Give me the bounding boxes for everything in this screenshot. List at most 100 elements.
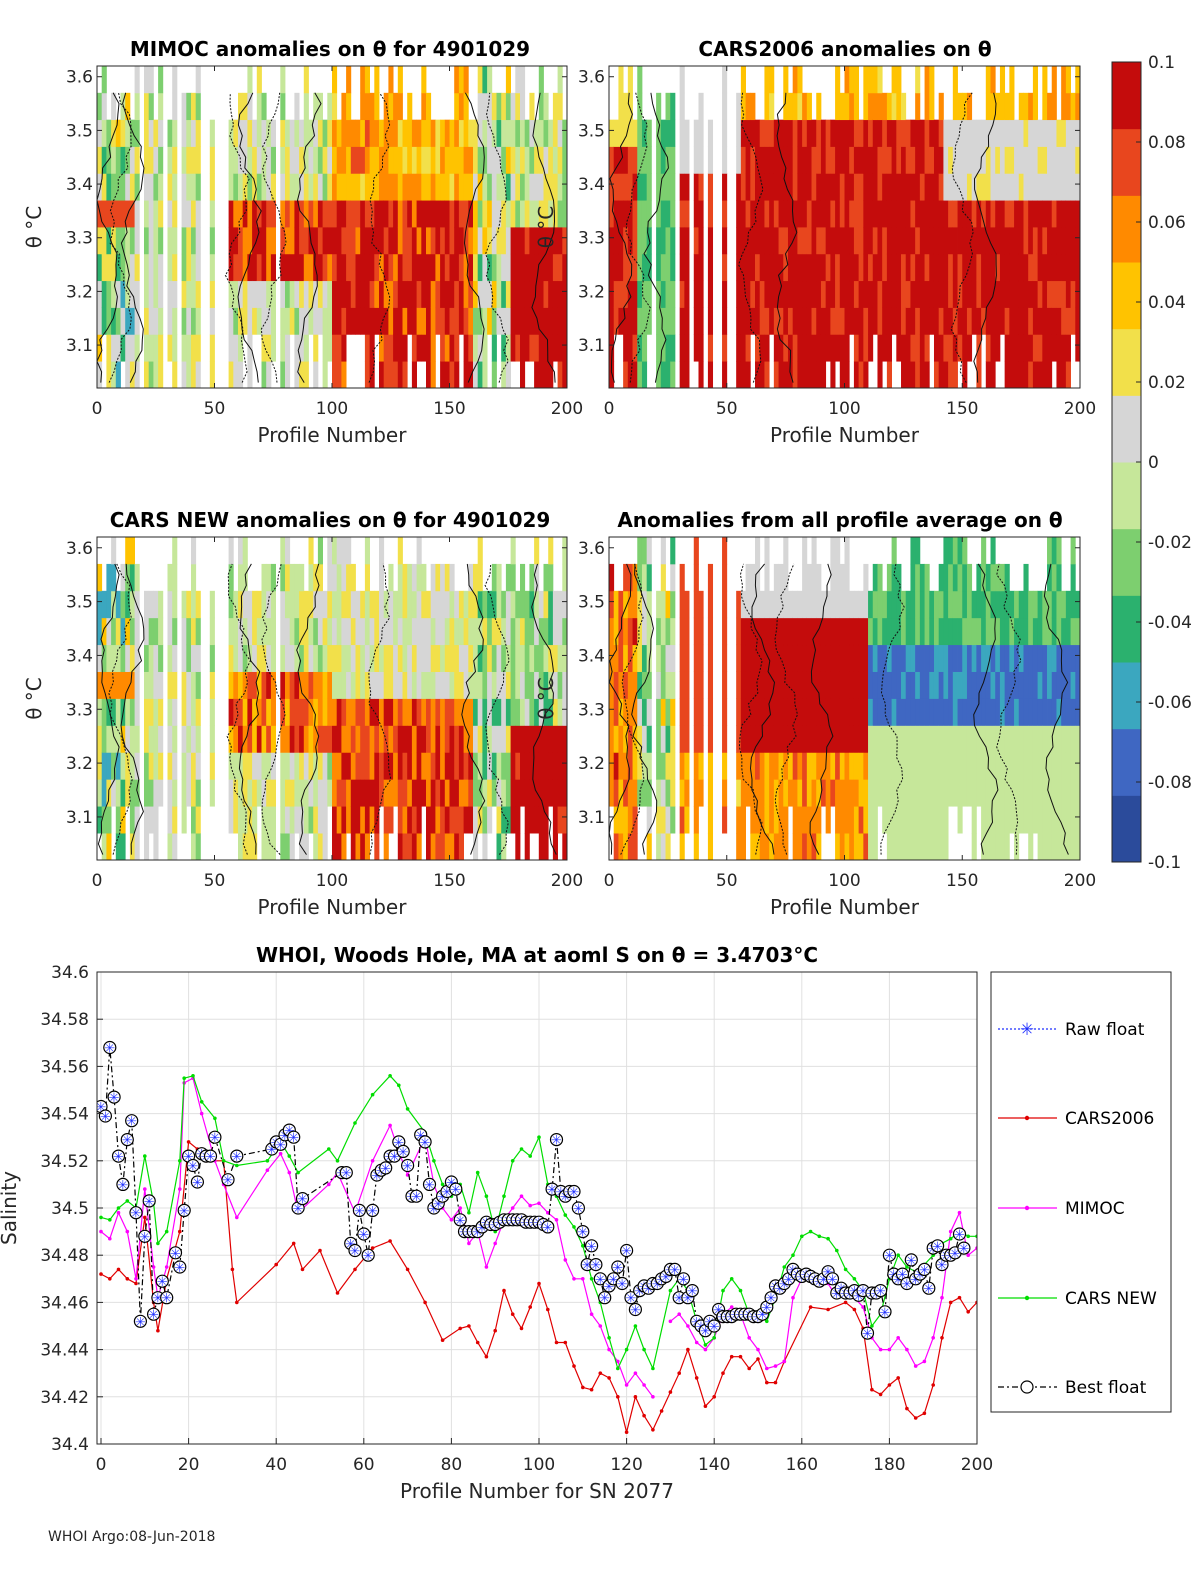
data-point: [756, 1357, 760, 1361]
heatmap-cell: [627, 725, 633, 753]
heatmap-cell: [129, 617, 135, 646]
heatmap-cell: [125, 698, 131, 726]
heatmap-cell: [830, 752, 836, 780]
heatmap-cell: [270, 590, 276, 619]
raw-float-point: ✳: [131, 1207, 142, 1222]
heatmap-cell: [167, 334, 173, 362]
heatmap-cell: [736, 644, 742, 672]
heatmap-cell: [641, 563, 648, 592]
heatmap-cell: [995, 119, 1001, 147]
raw-float-point: ✳: [135, 1315, 146, 1330]
heatmap-cell: [238, 833, 244, 861]
heatmap-cell: [407, 590, 413, 619]
heatmap-cell: [1042, 779, 1048, 807]
heatmap-cell: [835, 537, 841, 565]
heatmap-cell: [153, 334, 159, 362]
best-float-point: [287, 1130, 301, 1144]
heatmap-cell: [933, 644, 940, 672]
heatmap-cell: [473, 617, 479, 646]
heatmap-cell: [919, 590, 925, 619]
heatmap-cell: [153, 307, 159, 335]
heatmap-cell: [609, 119, 615, 147]
heatmap-cell: [557, 725, 563, 753]
heatmap-cell: [679, 698, 685, 726]
heatmap-cell: [280, 698, 286, 726]
heatmap-cell: [501, 644, 507, 672]
heatmap-cell: [557, 200, 563, 228]
heatmap-cell: [242, 617, 248, 646]
data-point: [651, 1428, 655, 1432]
heatmap-cell: [896, 307, 902, 335]
heatmap-cell: [1051, 119, 1057, 147]
heatmap-cell: [491, 671, 497, 699]
heatmap-cell: [740, 698, 746, 726]
legend-entry-best-float: Best float: [998, 1378, 1147, 1398]
heatmap-cell: [693, 725, 699, 753]
heatmap-cell: [228, 361, 234, 389]
heatmap-cell: [792, 334, 798, 362]
heatmap-cell: [369, 200, 375, 228]
heatmap-cell: [816, 698, 822, 726]
heatmap-cell: [905, 590, 911, 619]
heatmap-cell: [416, 537, 422, 565]
heatmap-cell: [966, 779, 973, 807]
data-point: [931, 1383, 935, 1387]
heatmap-cell: [755, 698, 761, 726]
heatmap-cell: [1061, 119, 1067, 147]
heatmap-cell: [261, 698, 267, 726]
heatmap-cell: [1056, 590, 1062, 619]
heatmap-cell: [924, 253, 930, 282]
heatmap-cell: [769, 280, 775, 308]
heatmap-cell: [515, 200, 521, 228]
heatmap-cell: [247, 92, 253, 121]
heatmap-cell: [783, 361, 789, 389]
heatmap-cell: [778, 280, 784, 308]
heatmap-cell: [524, 833, 530, 861]
data-point: [164, 1229, 169, 1234]
colorbar-label: -0.08: [1148, 773, 1192, 793]
heatmap-cell: [172, 253, 178, 282]
heatmap-cell: [388, 66, 394, 94]
heatmap-cell: [1032, 280, 1039, 308]
heatmap-cell: [792, 280, 798, 308]
heatmap-cell: [999, 119, 1006, 147]
heatmap-cell: [844, 66, 850, 94]
heatmap-cell: [411, 833, 417, 861]
data-point: [475, 1170, 480, 1175]
heatmap-cell: [684, 725, 690, 753]
heatmap-cell: [463, 200, 469, 228]
heatmap-cell: [853, 146, 860, 174]
heatmap-cell: [449, 590, 455, 619]
heatmap-cell: [740, 361, 746, 389]
heatmap-cell: [144, 361, 150, 389]
heatmap-cell: [289, 752, 295, 780]
heatmap-cell: [454, 725, 460, 753]
heatmap-cell: [101, 779, 107, 807]
heatmap-cell: [755, 253, 761, 282]
data-point: [537, 1281, 541, 1286]
heatmap-cell: [360, 227, 366, 255]
best-float-point: [208, 1130, 222, 1144]
best-float-point: [221, 1173, 235, 1187]
heatmap-cell: [101, 173, 107, 201]
heatmap-cell: [863, 698, 869, 726]
heatmap-cell: [1004, 173, 1010, 201]
heatmap-cell: [285, 644, 291, 672]
heatmap-cell: [402, 725, 408, 753]
heatmap-cell: [120, 806, 126, 834]
heatmap-cell: [491, 644, 497, 672]
heatmap-cell: [802, 334, 808, 362]
heatmap-cell: [487, 644, 493, 672]
heatmap-cell: [134, 227, 140, 255]
heatmap-cell: [364, 173, 370, 201]
heatmap-cell: [299, 698, 305, 726]
heatmap-cell: [449, 725, 455, 753]
heatmap-cell: [1018, 173, 1024, 201]
heatmap-cell: [802, 617, 808, 646]
heatmap-cell: [1004, 227, 1010, 255]
heatmap-cell: [209, 644, 215, 672]
heatmap-cell: [853, 806, 860, 834]
heatmap-cell: [388, 725, 394, 753]
heatmap-cell: [707, 253, 714, 282]
heatmap-cell: [120, 280, 126, 308]
